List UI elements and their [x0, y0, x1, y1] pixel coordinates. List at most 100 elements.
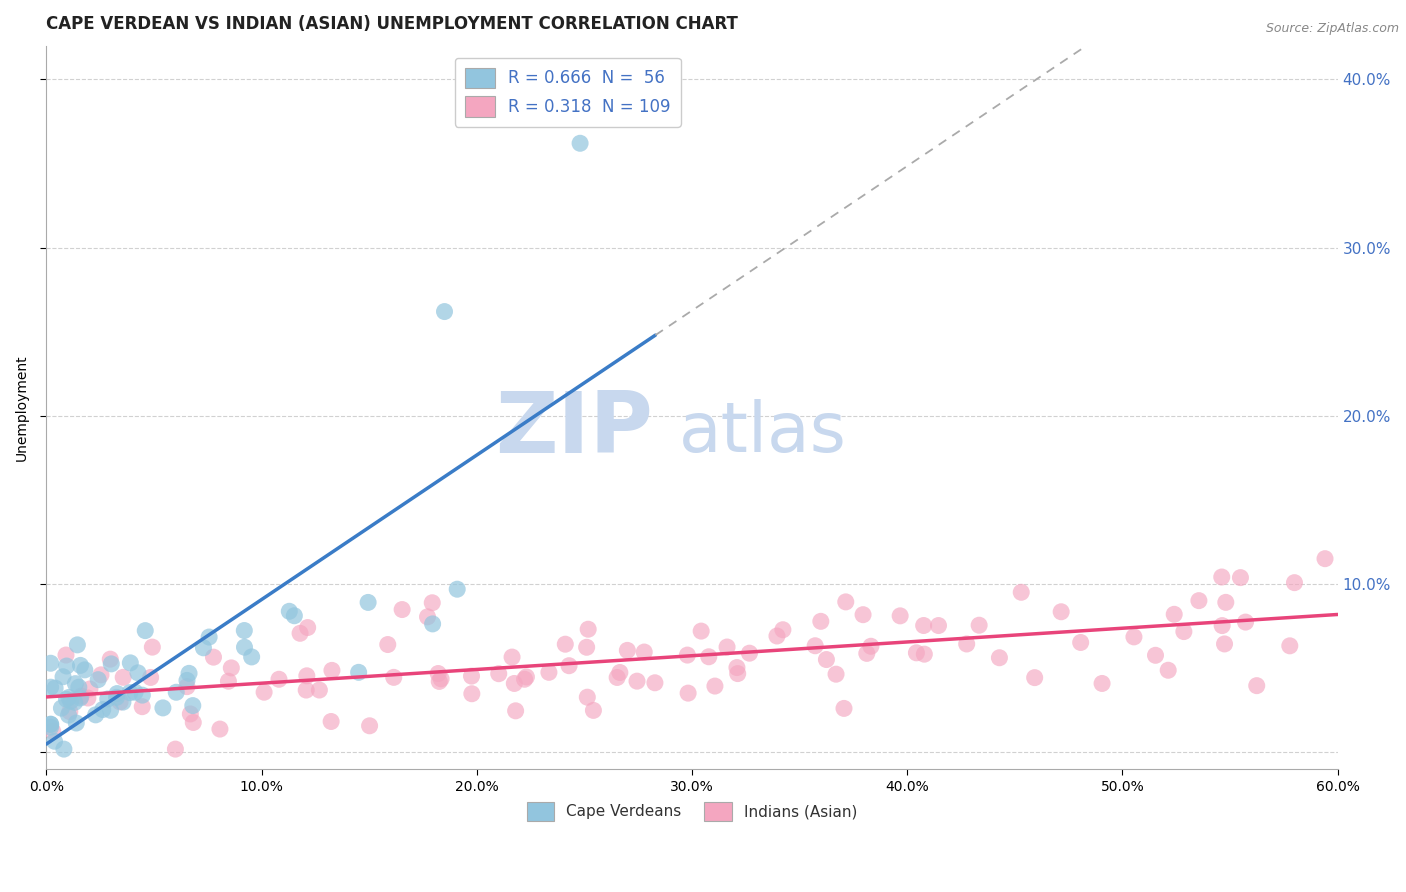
Point [297, 621, 319, 635]
Point [177, 666, 200, 681]
Point [576, 690, 599, 705]
Point [77, 691, 100, 706]
Point [165, 742, 187, 756]
Point [55, 648, 77, 662]
Point [810, 615, 832, 629]
Point [73, 663, 96, 677]
Legend: Cape Verdeans, Indians (Asian): Cape Verdeans, Indians (Asian) [520, 796, 863, 827]
Point [105, 690, 128, 705]
Point [554, 637, 576, 651]
Point [90, 668, 112, 682]
Point [1157, 663, 1180, 677]
Point [152, 701, 174, 715]
Point [825, 667, 848, 681]
Point [193, 640, 215, 655]
Point [430, 672, 453, 686]
Point [716, 640, 738, 654]
Point [515, 670, 537, 684]
Point [1213, 637, 1236, 651]
Point [42, 724, 65, 739]
Point [609, 665, 631, 680]
Point [905, 646, 928, 660]
Point [505, 704, 527, 718]
Point [100, 657, 122, 671]
Point [1211, 618, 1233, 632]
Y-axis label: Unemployment: Unemployment [15, 354, 30, 461]
Point [912, 618, 935, 632]
Point [832, 701, 855, 715]
Point [321, 714, 343, 729]
Point [606, 670, 628, 684]
Point [127, 665, 149, 680]
Point [357, 595, 380, 609]
Point [772, 623, 794, 637]
Point [139, 670, 162, 684]
Text: Source: ZipAtlas.com: Source: ZipAtlas.com [1265, 22, 1399, 36]
Point [461, 687, 484, 701]
Point [727, 666, 749, 681]
Point [70, 689, 93, 703]
Point [233, 624, 256, 638]
Point [98, 652, 121, 666]
Text: CAPE VERDEAN VS INDIAN (ASIAN) UNEMPLOYMENT CORRELATION CHART: CAPE VERDEAN VS INDIAN (ASIAN) UNEMPLOYM… [46, 15, 738, 33]
Point [165, 685, 187, 699]
Point [253, 685, 276, 699]
Point [87, 673, 110, 687]
Point [703, 679, 725, 693]
Point [1211, 570, 1233, 584]
Point [198, 630, 221, 644]
Point [1144, 648, 1167, 663]
Point [278, 604, 301, 618]
Point [217, 674, 239, 689]
Point [427, 674, 450, 689]
Point [288, 626, 311, 640]
Point [569, 136, 592, 151]
Point [51, 701, 73, 715]
Point [240, 649, 263, 664]
Point [65, 716, 87, 731]
Point [377, 638, 399, 652]
Point [52, 670, 75, 684]
Point [537, 665, 560, 680]
Point [855, 646, 877, 660]
Point [1278, 639, 1301, 653]
Point [84, 707, 107, 722]
Point [44, 734, 66, 748]
Point [202, 650, 225, 665]
Point [725, 660, 748, 674]
Point [1215, 595, 1237, 609]
Point [988, 650, 1011, 665]
Point [141, 640, 163, 654]
Point [912, 647, 935, 661]
Point [427, 666, 450, 681]
Point [97, 692, 120, 706]
Point [488, 666, 510, 681]
Point [1173, 624, 1195, 639]
Point [179, 706, 201, 721]
Point [181, 715, 204, 730]
Point [39, 720, 62, 734]
Point [124, 685, 146, 699]
Text: ZIP: ZIP [495, 388, 654, 471]
Point [967, 618, 990, 632]
Point [420, 596, 443, 610]
Point [852, 607, 875, 622]
Point [676, 686, 699, 700]
Point [79, 681, 101, 696]
Point [176, 673, 198, 688]
Point [1234, 615, 1257, 629]
Point [1229, 571, 1251, 585]
Point [208, 722, 231, 736]
Point [804, 639, 827, 653]
Point [446, 582, 468, 597]
Point [889, 608, 911, 623]
Point [558, 658, 581, 673]
Point [1070, 635, 1092, 649]
Point [176, 680, 198, 694]
Point [1091, 676, 1114, 690]
Point [111, 695, 134, 709]
Point [120, 656, 142, 670]
Point [766, 629, 789, 643]
Point [44, 681, 66, 695]
Point [676, 648, 699, 662]
